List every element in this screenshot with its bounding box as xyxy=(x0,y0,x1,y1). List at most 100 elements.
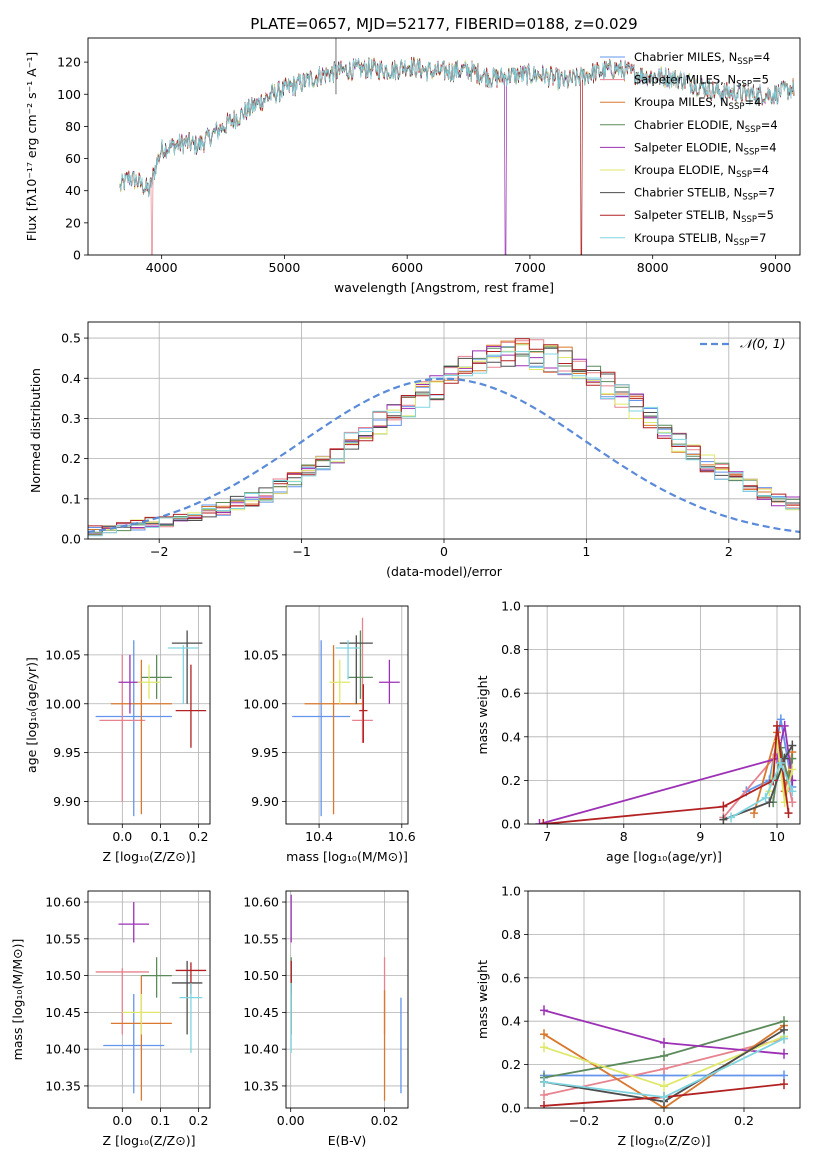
spectrum-frame xyxy=(87,37,801,256)
panels: 4000 5000 6000 7000 8000 9000020406080100120w… xyxy=(10,37,801,1148)
residual-hist-ylabel: Normed distribution xyxy=(28,368,43,493)
spectrum-xtick-label: 7000 xyxy=(514,260,546,275)
age-vs-z-point xyxy=(171,630,203,704)
residual-hist-xtick-label: 2 xyxy=(725,544,733,559)
mass-weight-vs-age-ytick-label: 0.2 xyxy=(501,773,521,788)
age-vs-mass-xtick-label: 10.6 xyxy=(388,829,416,844)
age-vs-z-point xyxy=(110,659,172,815)
age-vs-mass-point xyxy=(339,635,373,704)
spectrum-legend-label: Salpeter STELIB, NSSP=5 xyxy=(634,208,774,225)
spectrum-ytick-label: 40 xyxy=(65,183,81,198)
normal-curve-legend-label: 𝒩(0, 1) xyxy=(740,336,786,351)
spectrum-legend-label: Chabrier STELIB, NSSP=7 xyxy=(634,186,775,203)
mass-weight-vs-z-xtick-label: 0.0 xyxy=(654,1113,674,1128)
spectrum-legend-label: Chabrier MILES, NSSP=4 xyxy=(634,50,770,67)
mass-weight-vs-age-xtick-label: 7 xyxy=(543,829,551,844)
spectrum-ytick-label: 0 xyxy=(73,248,81,263)
mass-weight-vs-z-plot-area xyxy=(540,1005,788,1108)
mass-weight-vs-z-series xyxy=(540,1016,788,1083)
age-vs-z-frame xyxy=(87,605,211,825)
age-vs-mass-ytick-label: 9.95 xyxy=(251,745,279,760)
mass-vs-z-ytick-label: 10.50 xyxy=(45,968,81,983)
age-vs-z-xtick-label: 0.1 xyxy=(150,829,170,844)
mass-weight-vs-age-plot-area xyxy=(535,714,797,824)
age-vs-mass-xlabel: mass [log₁₀(M/M⊙)] xyxy=(286,849,408,864)
mass-vs-ebv-xtick-label: 0.02 xyxy=(371,1113,399,1128)
age-vs-mass-point xyxy=(304,645,363,815)
mass-vs-ebv-ytick-label: 10.40 xyxy=(243,1042,279,1057)
spectrum-ytick-label: 60 xyxy=(65,151,81,166)
spectrum-xtick-label: 9000 xyxy=(760,260,792,275)
mass-vs-ebv-ytick-label: 10.50 xyxy=(243,968,279,983)
age-vs-mass-plot-area xyxy=(292,617,400,817)
mass-vs-z-point xyxy=(122,993,161,1035)
mass-weight-vs-z-series xyxy=(540,1005,788,1059)
mass-weight-vs-z-ylabel: mass weight xyxy=(475,960,490,1039)
spectrum-ytick-label: 20 xyxy=(65,215,81,230)
mass-vs-z-ytick-label: 10.45 xyxy=(45,1005,81,1020)
mass-weight-vs-z-ytick-label: 0.4 xyxy=(501,1014,521,1029)
spectrum-legend-label: Salpeter MILES, NSSP=5 xyxy=(634,73,769,90)
mass-weight-vs-z-xlabel: Z [log₁₀(Z/Z⊙)] xyxy=(618,1133,711,1148)
residual-hist-ytick-label: 0.4 xyxy=(61,371,81,386)
age-vs-mass-panel: 10.4 10.6 9.90 9.95 10.00 10.05 mass [log₁₀(M/… xyxy=(243,605,416,864)
mass-vs-z-panel: 0.0 0.1 0.2 10.35 10.40 10.45 10.50 10.55 10.60 Z… xyxy=(10,890,211,1148)
mass-weight-vs-z-series xyxy=(540,1033,788,1103)
mass-weight-vs-age-xtick-label: 9 xyxy=(696,829,704,844)
mass-weight-vs-age-panel: 7 8 9 10 0.0 0.2 0.4 0.6 0.8 1.0 age [log₁₀(age/yr… xyxy=(475,599,801,864)
mass-weight-vs-age-ytick-label: 0.0 xyxy=(501,817,521,832)
spectrum-series-line xyxy=(119,58,795,198)
mass-weight-vs-z-ytick-label: 0.8 xyxy=(501,927,521,942)
age-vs-z-ytick-label: 9.95 xyxy=(53,745,81,760)
residual-hist-frame xyxy=(87,321,801,540)
residual-hist-ytick-label: 0.5 xyxy=(61,331,81,346)
mass-weight-vs-age-ytick-label: 0.6 xyxy=(501,686,521,701)
age-vs-mass-point xyxy=(359,684,368,743)
age-vs-z-ytick-label: 9.90 xyxy=(53,794,81,809)
mass-weight-vs-age-ylabel: mass weight xyxy=(475,675,490,754)
age-vs-z-xtick-label: 0.2 xyxy=(189,829,209,844)
mass-vs-z-xlabel: Z [log₁₀(Z/Z⊙)] xyxy=(103,1133,196,1148)
mass-vs-z-ylabel: mass [log₁₀(M/M⊙)] xyxy=(10,939,25,1061)
age-vs-mass-point xyxy=(335,640,361,680)
age-vs-mass-point xyxy=(329,659,351,704)
spectrum-legend-label: Salpeter ELODIE, NSSP=4 xyxy=(634,140,777,157)
residual-hist-plot-area xyxy=(88,338,800,537)
age-vs-mass-point xyxy=(292,640,351,817)
mass-weight-vs-z-ytick-label: 0.0 xyxy=(501,1101,521,1116)
mass-vs-z-ytick-label: 10.35 xyxy=(45,1078,81,1093)
spectrum-xtick-label: 4000 xyxy=(146,260,178,275)
spectrum-ytick-label: 80 xyxy=(65,119,81,134)
residual-hist-ytick-label: 0.1 xyxy=(61,491,81,506)
mass-vs-z-xtick-label: 0.1 xyxy=(150,1113,170,1128)
spectrum-legend-label: Kroupa STELIB, NSSP=7 xyxy=(634,231,766,248)
mass-vs-z-point xyxy=(103,993,165,1094)
mass-vs-z-ytick-label: 10.55 xyxy=(45,931,81,946)
mass-vs-ebv-ytick-label: 10.35 xyxy=(243,1078,279,1093)
mass-vs-z-xtick-label: 0.0 xyxy=(112,1113,132,1128)
spectrum-xtick-label: 6000 xyxy=(391,260,423,275)
age-vs-mass-ytick-label: 9.90 xyxy=(251,794,279,809)
mass-vs-z-plot-area xyxy=(95,902,207,1101)
spectrum-ytick-label: 100 xyxy=(57,87,81,102)
mass-weight-vs-z-ytick-label: 1.0 xyxy=(501,884,521,899)
mass-vs-z-point xyxy=(118,902,149,943)
mass-vs-ebv-frame xyxy=(285,890,409,1109)
mass-weight-vs-z-xtick-label: 0.2 xyxy=(734,1113,754,1128)
age-vs-z-point xyxy=(175,664,207,748)
age-vs-mass-ytick-label: 10.00 xyxy=(243,696,279,711)
age-vs-mass-frame xyxy=(285,605,409,825)
age-vs-z-plot-area xyxy=(95,630,207,817)
spectrum-legend-label: Kroupa ELODIE, NSSP=4 xyxy=(634,163,769,180)
mass-vs-ebv-xlabel: E(B-V) xyxy=(328,1133,367,1148)
mass-vs-ebv-ytick-label: 10.60 xyxy=(243,895,279,910)
mass-vs-z-ytick-label: 10.60 xyxy=(45,895,81,910)
age-vs-z-panel: 0.0 0.1 0.2 9.90 9.95 10.00 10.05 Z [log₁₀(Z/Z⊙… xyxy=(24,605,211,864)
spectrum-ylabel: Flux [fλ10⁻¹⁷ erg cm⁻² s⁻¹ A⁻¹] xyxy=(24,52,39,241)
age-vs-mass-ytick-label: 10.05 xyxy=(243,647,279,662)
mass-weight-vs-z-xtick-label: −0.2 xyxy=(569,1113,599,1128)
histogram-step xyxy=(88,338,800,529)
residual-hist-ytick-label: 0.0 xyxy=(61,532,81,547)
